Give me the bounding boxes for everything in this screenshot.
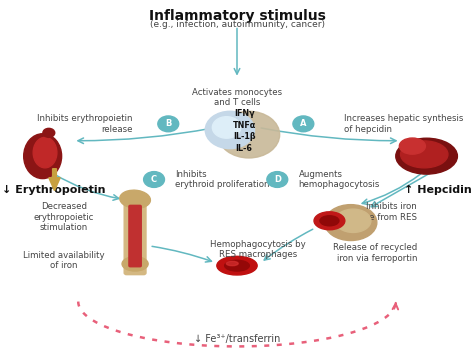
Text: Decreased
erythropoietic
stimulation: Decreased erythropoietic stimulation bbox=[34, 202, 94, 232]
Text: Hemophagocytosis by
RES macrophages: Hemophagocytosis by RES macrophages bbox=[210, 240, 306, 259]
Ellipse shape bbox=[336, 209, 371, 233]
Text: ↓ Erythropoietin: ↓ Erythropoietin bbox=[2, 185, 106, 195]
Text: Inhibits iron
release from RES: Inhibits iron release from RES bbox=[343, 202, 417, 222]
Circle shape bbox=[158, 116, 179, 132]
Ellipse shape bbox=[320, 216, 339, 226]
Text: Inhibits erythropoietin
release: Inhibits erythropoietin release bbox=[37, 114, 133, 134]
Circle shape bbox=[212, 117, 241, 138]
Text: Inhibits
erythroid proliferation: Inhibits erythroid proliferation bbox=[175, 170, 270, 189]
Text: B: B bbox=[165, 119, 172, 129]
Ellipse shape bbox=[24, 134, 62, 179]
Ellipse shape bbox=[226, 261, 238, 266]
Text: Release of recycled
iron via ferroportin: Release of recycled iron via ferroportin bbox=[333, 243, 417, 263]
Circle shape bbox=[144, 172, 164, 187]
Ellipse shape bbox=[217, 256, 257, 275]
Text: Activates monocytes
and T cells: Activates monocytes and T cells bbox=[192, 88, 282, 107]
Text: Augments
hemophagocytosis: Augments hemophagocytosis bbox=[299, 170, 380, 189]
Ellipse shape bbox=[218, 111, 280, 158]
Ellipse shape bbox=[43, 129, 55, 137]
Ellipse shape bbox=[401, 141, 448, 168]
Ellipse shape bbox=[399, 138, 426, 154]
Ellipse shape bbox=[120, 190, 150, 208]
Ellipse shape bbox=[33, 137, 57, 168]
Circle shape bbox=[205, 111, 255, 149]
Text: A: A bbox=[300, 119, 307, 129]
Circle shape bbox=[267, 172, 288, 187]
Text: C: C bbox=[151, 175, 157, 184]
Text: (e.g., infection, autoimmunity, cancer): (e.g., infection, autoimmunity, cancer) bbox=[149, 20, 325, 29]
Text: Increases hepatic synthesis
of hepcidin: Increases hepatic synthesis of hepcidin bbox=[344, 114, 463, 134]
Ellipse shape bbox=[325, 205, 377, 241]
Ellipse shape bbox=[225, 260, 249, 271]
Ellipse shape bbox=[396, 138, 457, 174]
Text: IFNγ
TNFα
IL-1β
IL-6: IFNγ TNFα IL-1β IL-6 bbox=[232, 109, 256, 153]
Circle shape bbox=[293, 116, 314, 132]
Text: Inflammatory stimulus: Inflammatory stimulus bbox=[148, 9, 326, 23]
Text: ↑ Hepcidin: ↑ Hepcidin bbox=[404, 185, 472, 195]
FancyArrow shape bbox=[49, 169, 60, 191]
Ellipse shape bbox=[122, 257, 148, 271]
Text: Limited availability
of iron: Limited availability of iron bbox=[23, 251, 105, 270]
Text: D: D bbox=[274, 175, 281, 184]
Text: ↓ Fe³⁺/transferrin: ↓ Fe³⁺/transferrin bbox=[194, 334, 280, 344]
FancyBboxPatch shape bbox=[124, 199, 146, 275]
FancyBboxPatch shape bbox=[129, 205, 141, 267]
Ellipse shape bbox=[314, 212, 345, 230]
